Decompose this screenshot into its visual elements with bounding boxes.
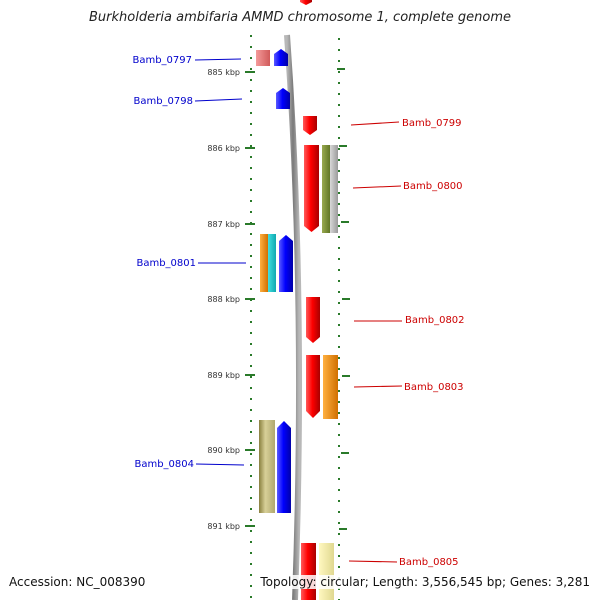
- gene-bamb-0805-feature-red[interactable]: [301, 543, 316, 600]
- leader-bamb-0798: [194, 98, 243, 102]
- gene-bamb-0800-arrow[interactable]: [304, 145, 319, 232]
- left-ruler-ticks: [245, 71, 255, 527]
- chromosome-backbone: [284, 34, 303, 600]
- gene-bamb-0803-arrow[interactable]: [306, 355, 320, 418]
- gene-bamb-0801-feature-cyan[interactable]: [268, 234, 276, 292]
- gene-label-bamb-0800[interactable]: Bamb_0800: [403, 181, 463, 192]
- gene-bamb-0797-feature[interactable]: [256, 50, 270, 66]
- gene-bamb-0802-arrow[interactable]: [306, 297, 320, 343]
- tick-label-887: 887 kbp: [207, 220, 240, 229]
- gene-bamb-0801-feature-orange[interactable]: [260, 234, 268, 292]
- leader-bamb-0804: [195, 463, 245, 466]
- tick-label-885: 885 kbp: [207, 68, 240, 77]
- leader-bamb-0799: [350, 121, 400, 126]
- map-title: Burkholderia ambifaria AMMD chromosome 1…: [88, 10, 512, 25]
- leader-bamb-0800: [352, 185, 402, 189]
- tick-label-889: 889 kbp: [207, 371, 240, 380]
- right-ruler-ticks: [337, 68, 350, 530]
- gene-label-bamb-0804[interactable]: Bamb_0804: [134, 459, 194, 470]
- gene-label-bamb-0799[interactable]: Bamb_0799: [402, 118, 462, 129]
- gene-bamb-0800-feature-grey[interactable]: [330, 145, 338, 233]
- feature-top-partial: [300, 0, 312, 5]
- gene-bamb-0804-arrow[interactable]: [277, 421, 291, 513]
- topology-info: Topology: circular; Length: 3,556,545 bp…: [259, 575, 591, 589]
- gene-label-bamb-0802[interactable]: Bamb_0802: [405, 315, 465, 326]
- leader-bamb-0803: [353, 385, 403, 388]
- tick-label-888: 888 kbp: [207, 295, 240, 304]
- tick-label-891: 891 kbp: [207, 522, 240, 531]
- tick-label-886: 886 kbp: [207, 144, 240, 153]
- gene-bamb-0805-feature-cream[interactable]: [319, 543, 334, 600]
- tick-label-890: 890 kbp: [207, 446, 240, 455]
- gene-label-bamb-0805[interactable]: Bamb_0805: [399, 557, 459, 568]
- gene-bamb-0804-feature-tan[interactable]: [259, 420, 275, 513]
- gene-label-bamb-0798[interactable]: Bamb_0798: [133, 96, 193, 107]
- gene-bamb-0800-feature-green[interactable]: [322, 145, 331, 233]
- leader-bamb-0805: [348, 560, 398, 563]
- gene-label-bamb-0797[interactable]: Bamb_0797: [132, 55, 192, 66]
- gene-bamb-0801-arrow[interactable]: [279, 235, 293, 292]
- gene-bamb-0798-arrow[interactable]: [276, 88, 290, 109]
- gene-label-bamb-0801[interactable]: Bamb_0801: [136, 258, 196, 269]
- gene-bamb-0797-arrow[interactable]: [274, 49, 288, 66]
- gene-bamb-0803-feature-orange[interactable]: [323, 355, 338, 419]
- accession-label: Accession: NC_008390: [9, 575, 146, 589]
- leader-bamb-0797: [194, 58, 242, 61]
- gene-bamb-0799-arrow[interactable]: [303, 116, 317, 135]
- gene-label-bamb-0803[interactable]: Bamb_0803: [404, 382, 464, 393]
